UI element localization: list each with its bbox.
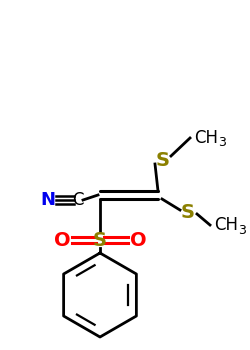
Text: S: S	[181, 203, 195, 222]
Text: CH: CH	[194, 129, 218, 147]
Text: O: O	[54, 231, 70, 250]
Text: CH: CH	[214, 216, 238, 234]
Text: 3: 3	[238, 224, 246, 237]
Text: 3: 3	[218, 136, 226, 149]
Text: C: C	[72, 191, 84, 209]
Text: S: S	[93, 231, 107, 250]
Text: N: N	[40, 191, 56, 209]
Text: O: O	[130, 231, 146, 250]
Text: S: S	[156, 150, 170, 169]
